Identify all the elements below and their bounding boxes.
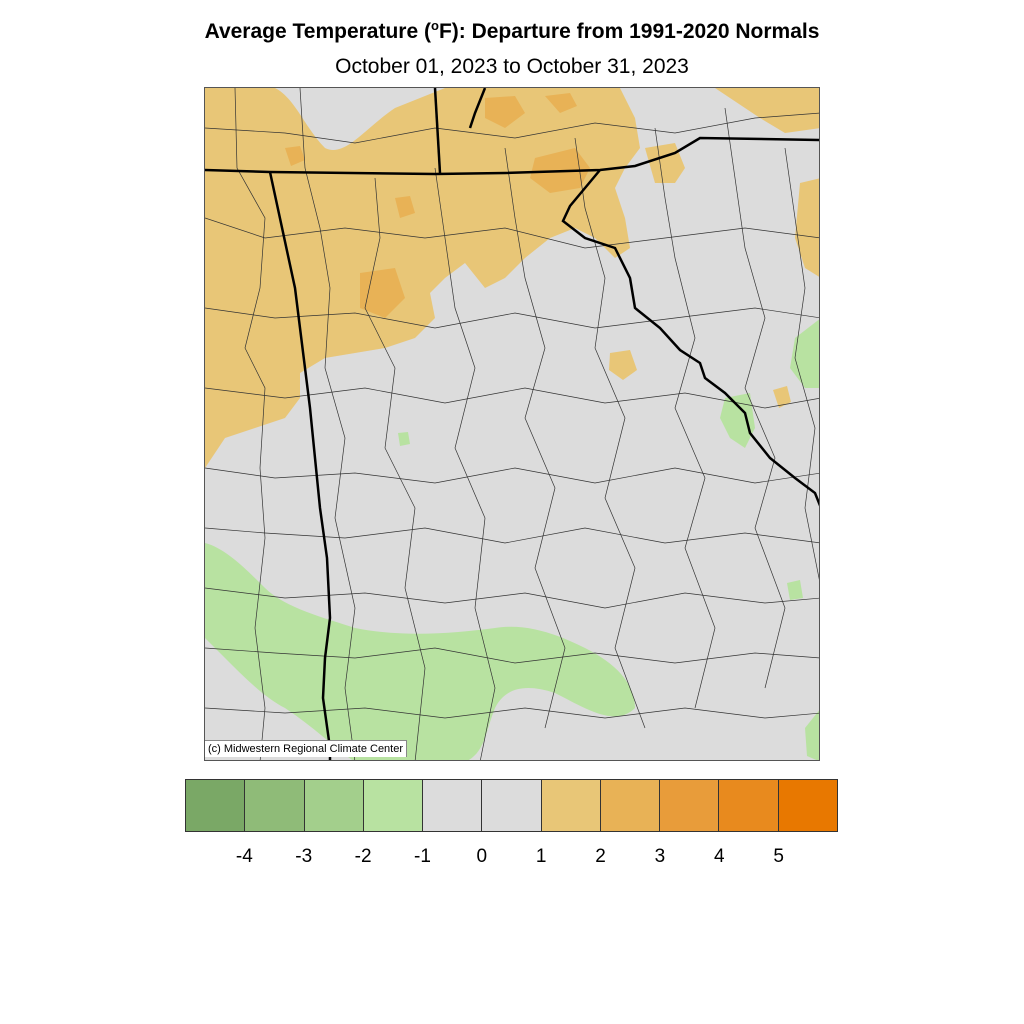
legend-swatch — [482, 780, 542, 831]
legend-swatch — [660, 780, 720, 831]
legend-swatch — [423, 780, 483, 831]
county-boundaries — [205, 88, 819, 760]
legend-swatch — [304, 780, 364, 831]
date-range-subtitle: October 01, 2023 to October 31, 2023 — [335, 55, 689, 78]
legend-swatch — [363, 780, 424, 831]
above-normal-region — [205, 88, 819, 468]
legend-tick-label: 0 — [476, 846, 488, 867]
legend-tick-label: -2 — [354, 846, 372, 867]
legend-tick-label: 4 — [713, 846, 725, 867]
color-legend — [185, 779, 838, 832]
legend-swatch — [600, 780, 661, 831]
map-graphic — [205, 88, 819, 760]
legend-tick-label: 5 — [773, 846, 784, 867]
below-normal-region — [205, 319, 819, 760]
map-title: Average Temperature (oF): Departure from… — [204, 18, 820, 43]
legend-tick-label: 2 — [595, 846, 606, 867]
legend-swatch — [719, 780, 779, 831]
legend-swatch — [778, 780, 837, 831]
legend-tick-label: -1 — [414, 846, 431, 867]
legend-swatch — [541, 780, 601, 831]
legend-swatch — [245, 780, 305, 831]
state-boundaries — [205, 88, 819, 760]
legend-tick-label: 1 — [535, 846, 547, 867]
degree-symbol: o — [430, 18, 439, 33]
temperature-departure-map — [204, 87, 820, 761]
legend-tick-label: 3 — [654, 846, 666, 867]
strong-warm-spots — [285, 93, 590, 318]
legend-swatch — [186, 780, 246, 831]
legend-tick-labels: -4 -3 -2 -1 0 1 2 3 4 5 — [0, 846, 1024, 876]
credit-label: (c) Midwestern Regional Climate Center — [205, 740, 408, 757]
legend-tick-label: -4 — [235, 846, 253, 867]
legend-tick-label: -3 — [295, 846, 313, 867]
